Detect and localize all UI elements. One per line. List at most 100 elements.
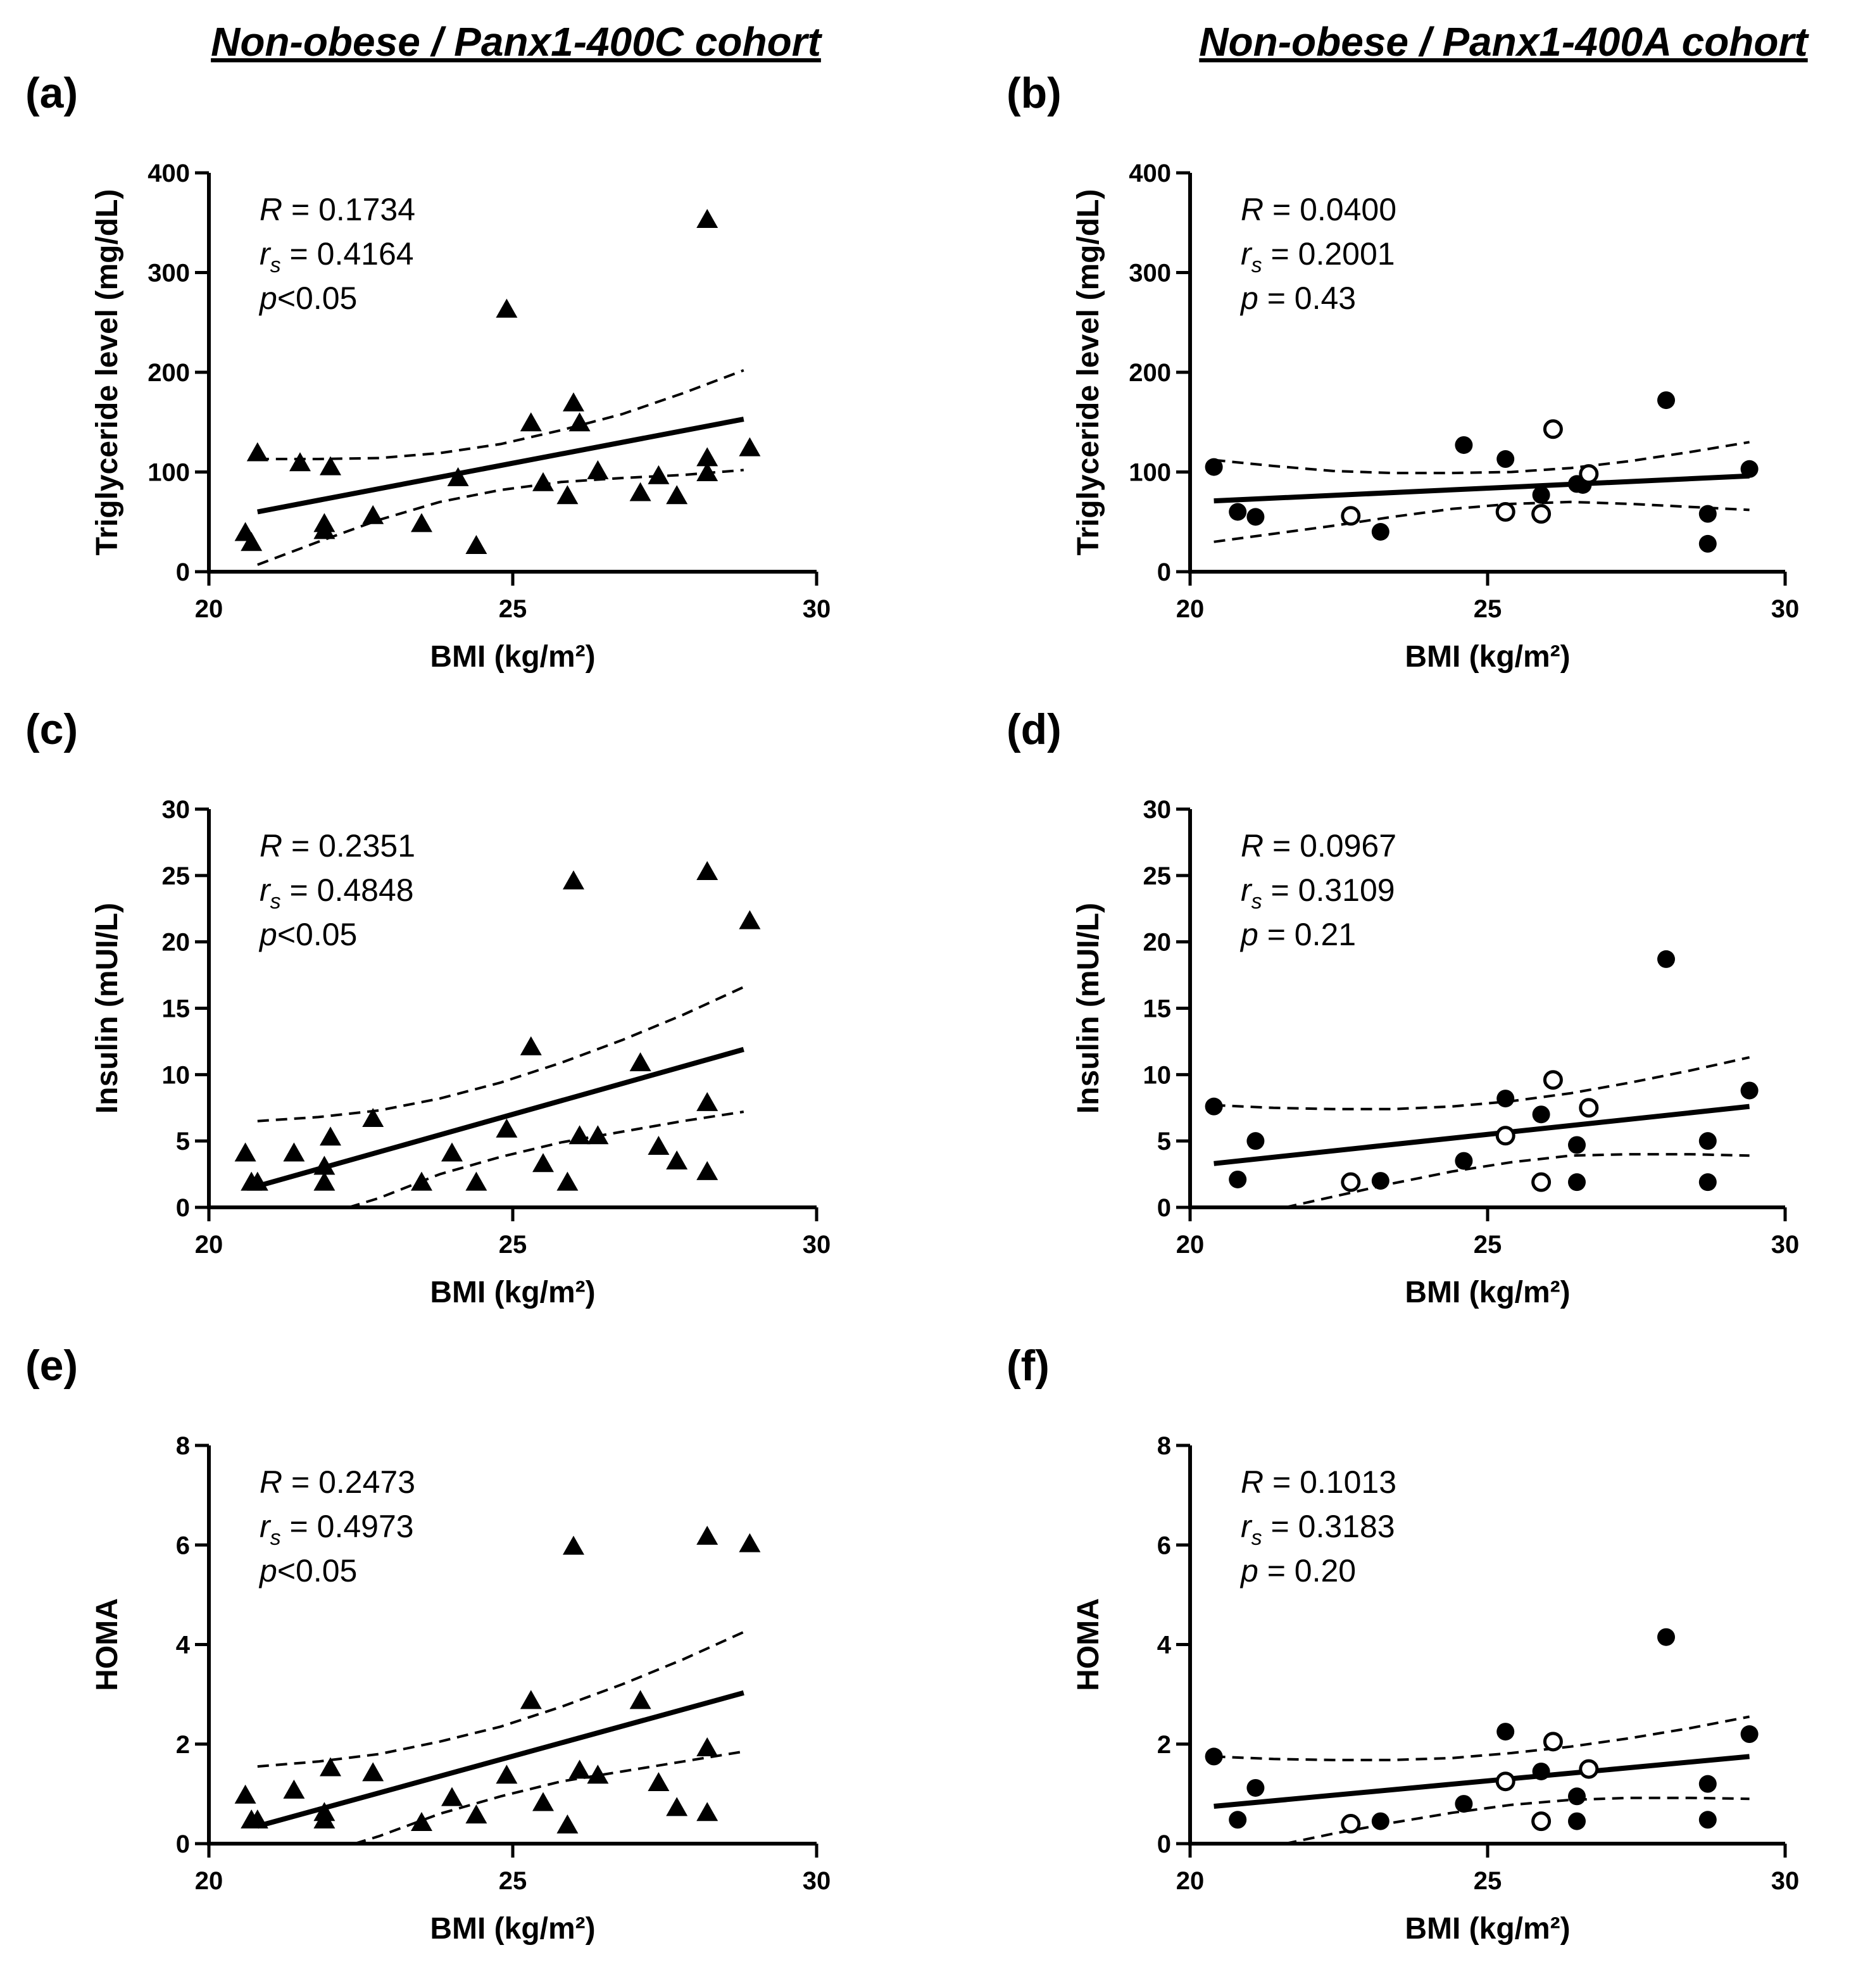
regression-line xyxy=(257,417,744,515)
data-point-triangle xyxy=(234,1142,256,1162)
stat-p: p<0.05 xyxy=(258,280,357,316)
data-point-triangle xyxy=(629,1690,651,1709)
data-point-triangle xyxy=(648,1136,670,1155)
data-point-triangle xyxy=(629,482,651,501)
data-point-triangle xyxy=(587,1125,609,1145)
data-point-filled xyxy=(1246,508,1265,526)
data-point-open xyxy=(1495,502,1515,522)
stat-p: p = 0.20 xyxy=(1239,1553,1356,1589)
data-point-triangle xyxy=(696,1092,718,1111)
data-point-triangle xyxy=(496,1118,518,1138)
y-tick-label: 100 xyxy=(1129,459,1171,487)
y-tick-label: 6 xyxy=(1157,1532,1171,1559)
data-point-open xyxy=(1531,1811,1552,1832)
data-point-triangle xyxy=(532,1153,554,1173)
data-point-filled xyxy=(1568,1812,1586,1830)
stat-subscript: s xyxy=(1251,253,1262,277)
data-point-triangle xyxy=(532,1792,554,1811)
data-point-open xyxy=(1543,1070,1563,1090)
data-point-filled xyxy=(1740,1081,1759,1100)
stat-value: = 0.1734 xyxy=(282,192,415,227)
data-point-triangle xyxy=(320,456,341,475)
data-point-triangle xyxy=(447,467,469,486)
column-title-left: Non-obese / Panx1-400C cohort xyxy=(211,19,822,65)
y-tick-label: 25 xyxy=(162,862,191,890)
data-point-triangle xyxy=(587,1765,609,1784)
data-point-triangle xyxy=(289,452,311,472)
x-tick-label: 30 xyxy=(1771,595,1800,623)
y-tick-label: 5 xyxy=(176,1128,190,1155)
data-point-triangle xyxy=(241,532,263,551)
x-tick-label: 20 xyxy=(195,595,223,623)
y-tick-label: 0 xyxy=(176,1194,190,1222)
x-tick-label: 30 xyxy=(803,595,831,623)
stat-symbol: r xyxy=(260,1509,272,1544)
regression-line xyxy=(256,1047,744,1189)
data-point-filled xyxy=(1657,950,1675,968)
data-point-triangle xyxy=(696,1525,718,1545)
stat-symbol: R xyxy=(1241,828,1264,864)
x-tick-label: 20 xyxy=(1176,595,1205,623)
stat-p: p<0.05 xyxy=(258,917,357,952)
data-point-filled xyxy=(1229,1811,1247,1829)
x-tick-label: 25 xyxy=(1474,1231,1502,1259)
data-point-filled xyxy=(1698,534,1717,553)
stat-symbol: r xyxy=(260,236,272,272)
data-point-triangle xyxy=(666,1150,688,1170)
stat-value: = 0.0400 xyxy=(1264,192,1396,227)
data-point-triangle xyxy=(362,1762,384,1782)
y-tick-label: 100 xyxy=(147,459,190,487)
data-point-triangle xyxy=(696,447,718,467)
stat-value: <0.05 xyxy=(277,1553,358,1589)
stat-subscript: s xyxy=(270,890,281,914)
stat-subscript: s xyxy=(1251,890,1262,914)
data-point-triangle xyxy=(496,298,518,318)
stat-symbol: p xyxy=(1239,917,1258,952)
regression-line xyxy=(256,1690,744,1829)
x-tick-label: 20 xyxy=(1176,1231,1205,1259)
data-point-filled xyxy=(1496,1090,1515,1108)
ci-upper-curve xyxy=(257,369,744,460)
y-tick-label: 2 xyxy=(176,1731,190,1759)
data-point-triangle xyxy=(666,485,688,505)
data-point-filled xyxy=(1568,1173,1586,1192)
stat-r: R = 0.0400 xyxy=(1241,192,1396,227)
data-point-triangle xyxy=(465,1171,487,1191)
data-point-triangle xyxy=(520,1690,542,1709)
stat-subscript: s xyxy=(1251,1526,1262,1550)
stat-rs: rs = 0.3109 xyxy=(1241,872,1395,914)
panel-letter: (d) xyxy=(1007,705,1062,753)
y-tick-label: 0 xyxy=(1157,1830,1171,1858)
stat-p: p = 0.21 xyxy=(1239,917,1356,952)
x-tick-label: 30 xyxy=(1771,1867,1800,1895)
data-point-triangle xyxy=(696,462,718,482)
stat-value: = 0.4973 xyxy=(281,1509,414,1544)
stat-rs: rs = 0.4164 xyxy=(260,236,414,277)
data-point-filled xyxy=(1532,1105,1550,1124)
data-point-triangle xyxy=(532,472,554,491)
stat-symbol: r xyxy=(1241,872,1253,908)
x-axis-title: BMI (kg/m²) xyxy=(1405,1912,1570,1946)
column-title-right: Non-obese / Panx1-400A cohort xyxy=(1199,19,1809,65)
data-point-triangle xyxy=(563,1535,584,1555)
y-tick-label: 0 xyxy=(1157,558,1171,586)
y-tick-label: 0 xyxy=(176,1830,190,1858)
ci-lower-curve xyxy=(348,1110,744,1209)
data-point-open xyxy=(1579,1098,1599,1118)
data-point-filled xyxy=(1740,460,1759,478)
x-axis-title: BMI (kg/m²) xyxy=(1405,640,1570,674)
x-tick-label: 20 xyxy=(1176,1867,1205,1895)
data-point-filled xyxy=(1740,1725,1759,1744)
stat-subscript: s xyxy=(270,253,281,277)
y-tick-label: 15 xyxy=(162,995,191,1023)
stat-value: = 0.2473 xyxy=(282,1464,415,1500)
ci-lower-curve xyxy=(1284,1153,1750,1209)
y-tick-label: 300 xyxy=(1129,260,1171,287)
data-point-triangle xyxy=(234,1784,256,1804)
stat-value: = 0.3109 xyxy=(1262,872,1395,908)
data-point-triangle xyxy=(362,1108,384,1128)
data-point-open xyxy=(1341,1172,1361,1192)
chart-panel-f: (f) 0 2 4 6 8 20 25 30 BMI (kg/m²) HOMA R = 0.1013 r… xyxy=(1007,1342,1799,1946)
y-tick-label: 200 xyxy=(1129,359,1171,387)
stat-symbol: R xyxy=(1241,192,1264,227)
